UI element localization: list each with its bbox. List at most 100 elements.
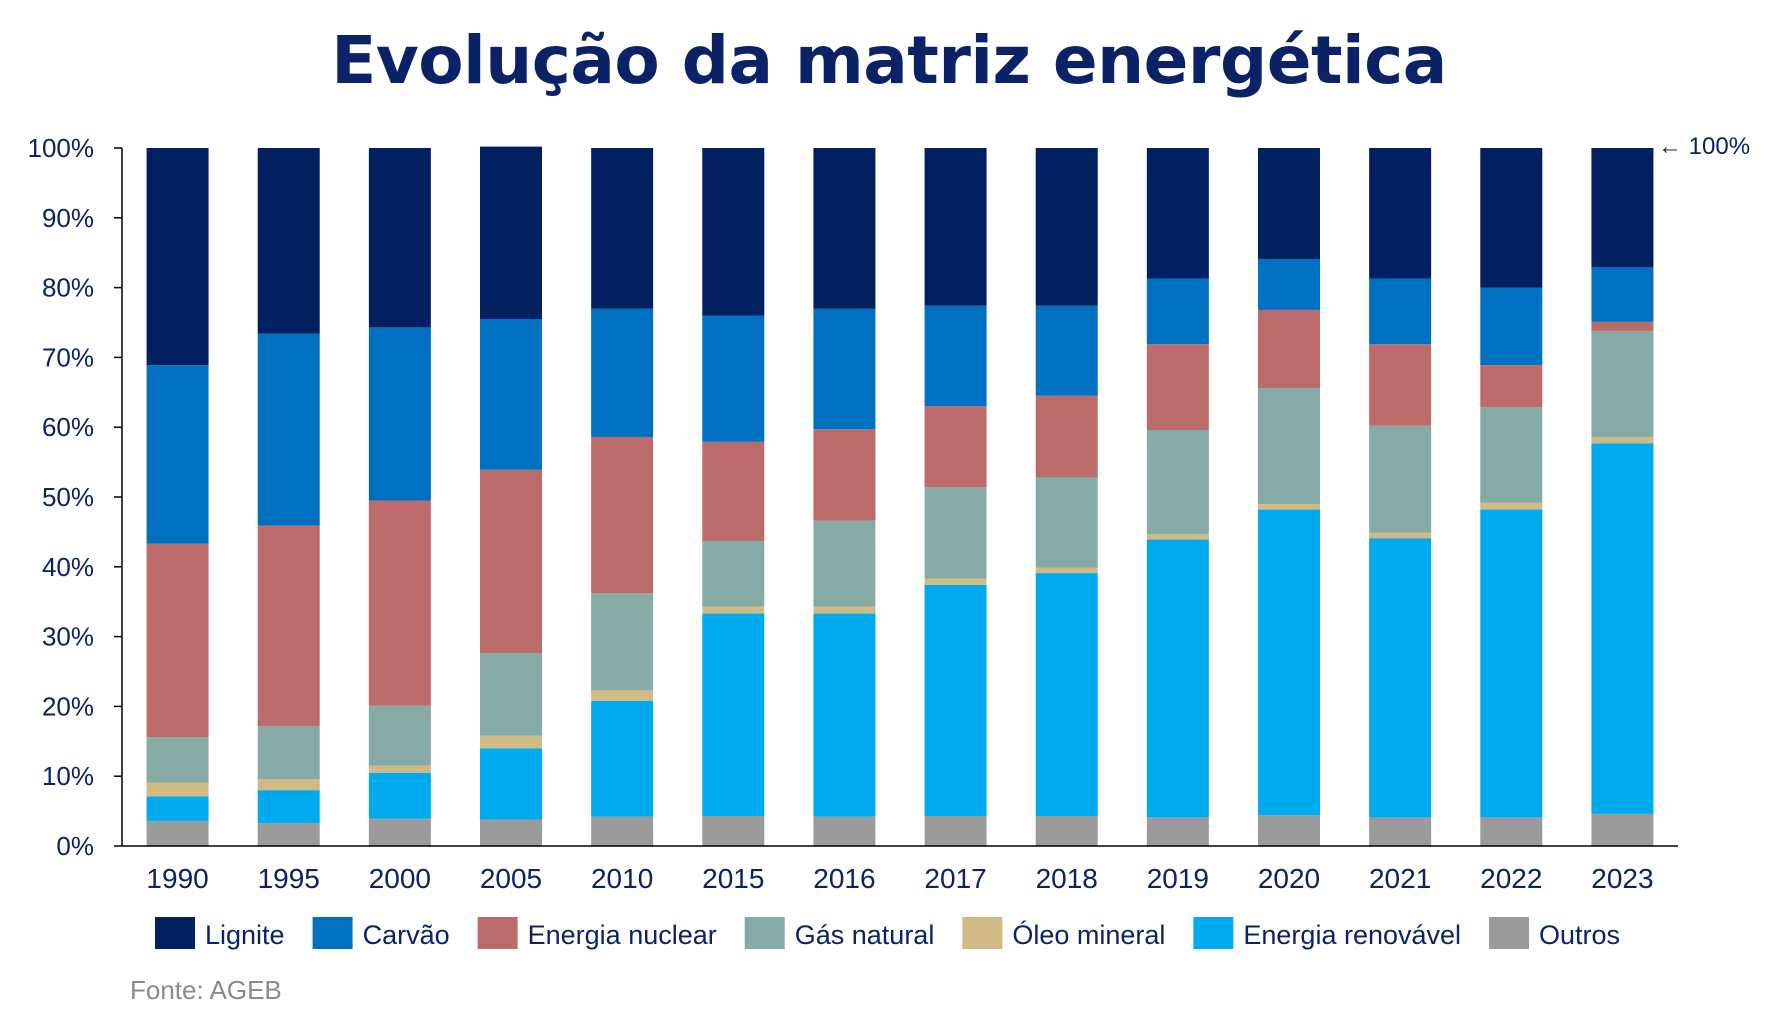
bar-segment-gás-natural: [1369, 425, 1432, 533]
total-annotation: ← 100%: [1658, 133, 1750, 160]
x-tick-label: 2000: [369, 863, 431, 894]
legend-item: Energia renovável: [1193, 917, 1461, 950]
y-tick-label: 70%: [42, 342, 94, 372]
bar-stack-1995: [257, 148, 320, 846]
bar-segment-outros: [1369, 817, 1432, 846]
legend-item: Lignite: [155, 917, 285, 950]
y-tick-label: 60%: [42, 412, 94, 442]
bar-stack-2022: [1480, 148, 1543, 846]
x-tick-label: 2022: [1480, 863, 1542, 894]
bar-segment-óleo-mineral: [591, 690, 654, 701]
bar-segment-energia-renovável: [146, 796, 209, 821]
bar-segment-energia-renovável: [924, 584, 987, 816]
x-tick-label: 2019: [1147, 863, 1209, 894]
bar-stack-2015: [702, 148, 765, 846]
x-tick-label: 2015: [702, 863, 764, 894]
bar-segment-gás-natural: [924, 487, 987, 579]
bar-segment-óleo-mineral: [1369, 532, 1432, 539]
bar-segment-energia-nuclear: [1369, 344, 1432, 426]
legend-swatch: [1489, 917, 1530, 949]
bar-segment-gás-natural: [1258, 388, 1320, 504]
bar-segment-energia-renovável: [1258, 509, 1320, 816]
x-tick-label: 2020: [1258, 863, 1320, 894]
bar-segment-carvão: [1146, 278, 1209, 345]
legend-item: Energia nuclear: [477, 917, 717, 950]
bar-segment-carvão: [1480, 287, 1543, 366]
bar-segment-lignite: [146, 148, 209, 366]
bar-segment-óleo-mineral: [146, 782, 209, 797]
legend-label: Outros: [1539, 920, 1620, 950]
bar-segment-óleo-mineral: [1591, 436, 1654, 444]
bar-stack-2020: [1258, 148, 1320, 846]
bar-segment-energia-renovável: [702, 613, 765, 816]
bar-segment-lignite: [813, 148, 876, 309]
bar-segment-lignite: [257, 148, 320, 334]
bar-segment-gás-natural: [1591, 330, 1654, 437]
bar-segment-óleo-mineral: [368, 765, 431, 773]
bar-segment-energia-renovável: [1035, 573, 1098, 816]
y-tick-label: 50%: [42, 482, 94, 512]
bar-segment-gás-natural: [591, 593, 654, 691]
bar-segment-energia-nuclear: [1258, 309, 1320, 389]
bar-segment-carvão: [480, 319, 542, 470]
bar-segment-gás-natural: [368, 705, 431, 766]
bar-segment-carvão: [924, 305, 987, 407]
bar-segment-outros: [1480, 817, 1543, 846]
bar-segment-energia-renovável: [591, 700, 654, 817]
y-tick-label: 20%: [42, 691, 94, 721]
bar-segment-energia-nuclear: [257, 525, 320, 726]
bar-segment-carvão: [1035, 305, 1098, 396]
bar-segment-gás-natural: [257, 725, 320, 779]
bar-segment-lignite: [591, 148, 654, 309]
bar-segment-lignite: [1369, 148, 1432, 279]
bar-segment-energia-renovável: [368, 772, 431, 819]
bar-segment-energia-renovável: [480, 748, 542, 820]
bar-segment-gás-natural: [813, 520, 876, 607]
bar-segment-energia-nuclear: [702, 441, 765, 541]
bar-stack-2005: [480, 146, 542, 846]
bar-stack-2017: [924, 148, 987, 846]
legend-swatch: [1193, 917, 1234, 949]
bar-segment-lignite: [702, 148, 765, 316]
x-axis: 1990 1995 2000 2005 2010 2015 2016 2017 2018 2019…: [122, 845, 1678, 894]
bar-segment-energia-renovável: [257, 790, 320, 823]
bar-stack-2010: [591, 148, 654, 846]
bar-segment-carvão: [146, 365, 209, 544]
legend-item: Óleo mineral: [962, 917, 1165, 950]
legend-label: Energia nuclear: [528, 920, 717, 950]
bar-segment-óleo-mineral: [1258, 503, 1320, 510]
x-tick-label: 1990: [146, 863, 208, 894]
legend: Lignite Carvão Energia nuclear Gás natural Ó…: [155, 917, 1620, 950]
bar-segment-lignite: [1258, 148, 1320, 259]
bar-segment-energia-nuclear: [368, 500, 431, 706]
bar-segment-outros: [1035, 815, 1098, 846]
bar-segment-carvão: [368, 327, 431, 501]
y-tick-label: 100%: [28, 133, 95, 163]
bar-segment-óleo-mineral: [257, 778, 320, 791]
bar-segment-energia-nuclear: [1591, 321, 1654, 331]
y-tick-label: 0%: [56, 831, 94, 861]
bar-segment-energia-nuclear: [591, 436, 654, 594]
x-tick-label: 2005: [480, 863, 542, 894]
bar-stack-2021: [1369, 148, 1432, 846]
source-note: Fonte: AGEB: [130, 975, 282, 1005]
bar-stack-1990: [146, 148, 209, 846]
bar-segment-gás-natural: [702, 540, 765, 607]
legend-item: Carvão: [312, 917, 450, 950]
bar-segment-carvão: [813, 308, 876, 430]
legend-swatch: [962, 917, 1003, 949]
bar-segment-carvão: [1258, 258, 1320, 310]
x-tick-label: 2023: [1591, 863, 1653, 894]
legend-swatch: [477, 917, 518, 949]
bar-segment-gás-natural: [1146, 429, 1209, 534]
bar-segment-energia-nuclear: [1035, 395, 1098, 478]
legend-label: Óleo mineral: [1012, 919, 1165, 950]
x-tick-label: 1995: [258, 863, 320, 894]
legend-item: Gás natural: [744, 917, 934, 950]
bar-stack-2019: [1146, 148, 1209, 846]
x-tick-label: 2018: [1036, 863, 1098, 894]
bar-segment-carvão: [591, 308, 654, 437]
bar-segment-carvão: [1369, 278, 1432, 345]
bar-segment-outros: [702, 815, 765, 846]
